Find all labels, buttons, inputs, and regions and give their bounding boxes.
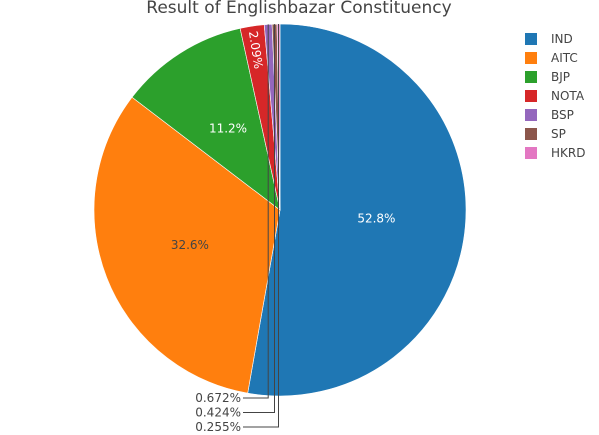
leader-line-sp	[243, 24, 275, 413]
legend-label-hkrd: HKRD	[551, 146, 585, 160]
legend-label-sp: SP	[551, 127, 566, 141]
legend-swatch-bjp	[525, 71, 537, 83]
legend-item-hkrd[interactable]: HKRD	[525, 146, 585, 160]
slice-label-nota: 2.09%	[246, 30, 266, 70]
slice-label-hkrd: 0.255%	[195, 420, 241, 434]
chart-title: Result of Englishbazar Constituency	[146, 0, 451, 18]
pie-slice-ind[interactable]	[247, 23, 467, 397]
legend-swatch-aitc	[525, 52, 537, 64]
legend-swatch-bsp	[525, 109, 537, 121]
slice-labels: 52.8% 32.6% 11.2% 2.09% 0.672%0.424%0.255%	[171, 24, 395, 434]
legend-swatch-nota	[525, 90, 537, 102]
legend-item-nota[interactable]: NOTA	[525, 89, 585, 103]
legend: IND AITC BJP NOTA BSP SP HKRD	[525, 32, 585, 160]
legend-item-bjp[interactable]: BJP	[525, 70, 570, 84]
legend-label-nota: NOTA	[551, 89, 585, 103]
legend-label-aitc: AITC	[551, 51, 578, 65]
legend-item-bsp[interactable]: BSP	[525, 108, 574, 122]
legend-item-sp[interactable]: SP	[525, 127, 566, 141]
slice-label-ind: 52.8%	[357, 211, 395, 225]
legend-label-bjp: BJP	[551, 70, 570, 84]
leader-line-bsp	[243, 24, 269, 399]
slice-label-sp: 0.424%	[195, 406, 241, 420]
leader-line-hkrd	[243, 24, 279, 428]
legend-item-ind[interactable]: IND	[525, 32, 573, 46]
legend-item-aitc[interactable]: AITC	[525, 51, 578, 65]
pie-slices	[93, 23, 467, 397]
slice-label-aitc: 32.6%	[171, 238, 209, 252]
legend-label-ind: IND	[551, 32, 573, 46]
pie-slice-aitc[interactable]	[93, 96, 281, 394]
slice-label-bjp: 11.2%	[209, 122, 247, 136]
legend-swatch-hkrd	[525, 147, 537, 159]
legend-swatch-sp	[525, 128, 537, 140]
legend-swatch-ind	[525, 33, 537, 45]
pie-slice-bjp[interactable]	[131, 27, 281, 211]
legend-label-bsp: BSP	[551, 108, 574, 122]
slice-label-bsp: 0.672%	[195, 391, 241, 405]
